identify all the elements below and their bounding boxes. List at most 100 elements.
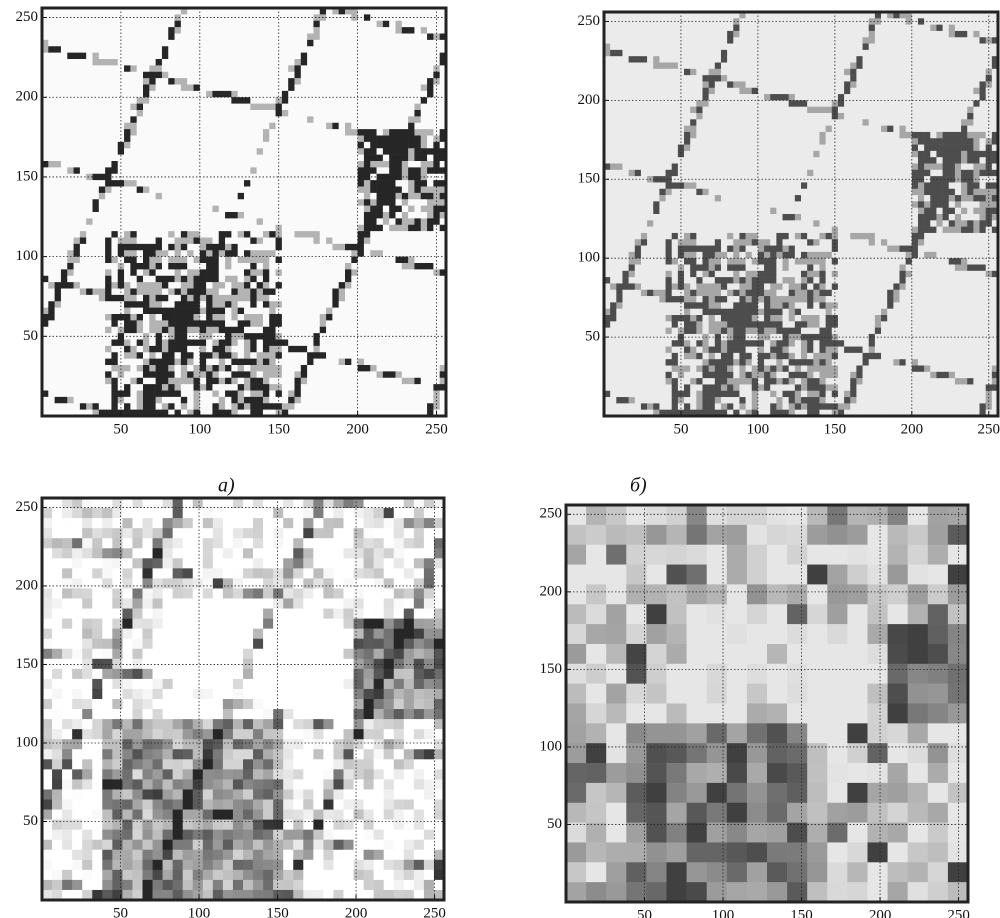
image-cell	[48, 53, 55, 60]
image-cell	[80, 123, 87, 130]
image-cell	[219, 225, 226, 232]
image-cell	[231, 365, 238, 372]
image-cell	[370, 352, 377, 359]
image-cell	[383, 104, 390, 111]
image-cell	[111, 301, 118, 308]
image-cell	[187, 53, 194, 60]
image-cell	[389, 187, 396, 194]
image-cell	[257, 327, 264, 334]
image-cell	[61, 359, 68, 366]
image-cell	[666, 75, 672, 82]
image-cell	[358, 371, 365, 378]
image-cell	[162, 136, 169, 143]
image-cell	[635, 88, 641, 95]
image-cell	[672, 214, 678, 221]
image-cell	[130, 276, 137, 283]
image-cell	[313, 378, 320, 385]
image-cell	[80, 346, 87, 353]
image-cell	[212, 85, 219, 92]
image-cell	[295, 320, 302, 327]
image-cell	[162, 110, 169, 117]
image-cell	[200, 359, 207, 366]
image-cell	[137, 244, 144, 251]
image-cell	[257, 97, 264, 104]
image-cell	[200, 365, 207, 372]
image-cell	[427, 97, 434, 104]
image-cell	[653, 138, 659, 145]
image-cell	[370, 206, 377, 213]
image-cell	[653, 94, 659, 101]
image-cell	[301, 148, 308, 155]
image-cell	[111, 161, 118, 168]
image-cell	[288, 40, 295, 47]
image-cell	[219, 40, 226, 47]
image-cell	[641, 271, 647, 278]
image-cell	[86, 46, 93, 53]
image-cell	[250, 295, 257, 302]
image-cell	[622, 94, 628, 101]
image-cell	[130, 320, 137, 327]
image-cell	[231, 59, 238, 66]
image-cell	[377, 371, 384, 378]
image-cell	[61, 282, 68, 289]
image-cell	[672, 359, 678, 366]
image-cell	[194, 78, 201, 85]
image-cell	[181, 116, 188, 123]
image-cell	[408, 391, 415, 398]
image-cell	[307, 27, 314, 34]
image-cell	[622, 290, 628, 297]
image-cell	[257, 34, 264, 41]
image-cell	[402, 97, 409, 104]
image-cell	[48, 136, 55, 143]
image-cell	[86, 378, 93, 385]
image-cell	[61, 276, 68, 283]
image-cell	[351, 352, 358, 359]
image-cell	[653, 277, 659, 284]
image-cell	[86, 276, 93, 283]
image-cell	[653, 100, 659, 107]
image-cell	[194, 142, 201, 149]
image-cell	[301, 340, 308, 347]
image-cell	[231, 53, 238, 60]
image-cell	[200, 193, 207, 200]
image-cell	[257, 116, 264, 123]
image-cell	[105, 142, 112, 149]
image-cell	[610, 44, 616, 51]
image-cell	[320, 282, 327, 289]
image-cell	[282, 384, 289, 391]
image-cell	[647, 182, 653, 189]
image-cell	[187, 123, 194, 130]
image-cell	[616, 378, 622, 385]
image-cell	[219, 327, 226, 334]
image-cell	[162, 320, 169, 327]
image-cell	[181, 365, 188, 372]
image-cell	[149, 129, 156, 136]
image-cell	[269, 327, 276, 334]
image-cell	[641, 372, 647, 379]
image-cell	[168, 155, 175, 162]
image-cell	[67, 403, 74, 410]
image-cell	[332, 320, 339, 327]
image-cell	[635, 75, 641, 82]
image-cell	[672, 328, 678, 335]
image-cell	[389, 34, 396, 41]
image-cell	[86, 123, 93, 130]
image-cell	[225, 391, 232, 398]
image-cell	[301, 276, 308, 283]
image-cell	[635, 113, 641, 120]
image-cell	[244, 155, 251, 162]
image-cell	[629, 397, 635, 404]
image-cell	[200, 346, 207, 353]
image-cell	[99, 142, 106, 149]
image-cell	[295, 327, 302, 334]
image-cell	[67, 218, 74, 225]
image-cell	[351, 365, 358, 372]
image-cell	[370, 397, 377, 404]
image-cell	[666, 157, 672, 164]
image-cell	[358, 53, 365, 60]
image-cell	[351, 263, 358, 270]
image-cell	[67, 85, 74, 92]
image-cell	[143, 21, 150, 28]
image-cell	[402, 40, 409, 47]
image-cell	[156, 136, 163, 143]
